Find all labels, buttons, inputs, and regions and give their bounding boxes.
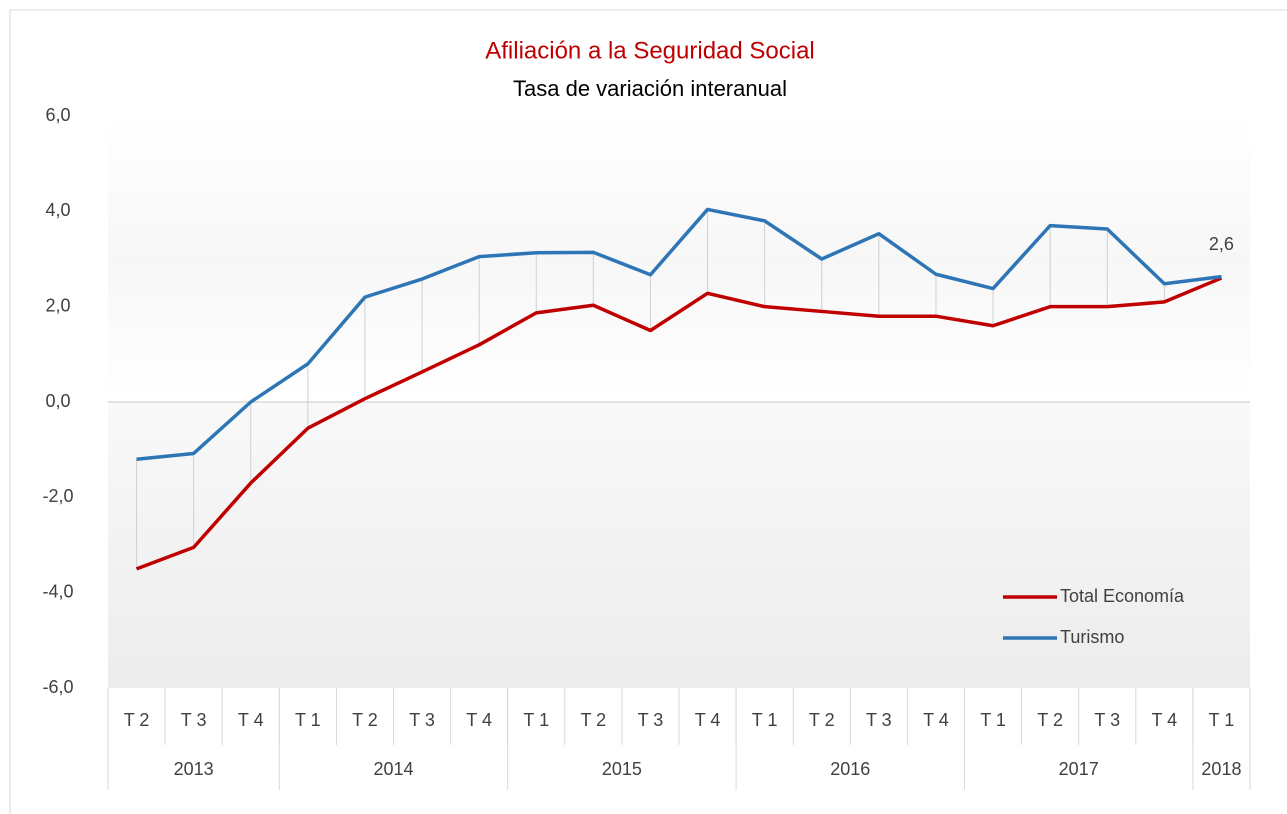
x-group-label: 2018 xyxy=(1201,759,1241,779)
y-tick-label: -4,0 xyxy=(42,581,73,601)
plot-bg-upper xyxy=(108,116,1250,402)
y-tick-label: -2,0 xyxy=(42,486,73,506)
x-group-label: 2016 xyxy=(830,759,870,779)
x-tick-label: T 1 xyxy=(980,710,1006,730)
plot-bg-lower xyxy=(108,402,1250,688)
data-label: 2,6 xyxy=(1209,234,1234,254)
x-tick-label: T 2 xyxy=(352,710,378,730)
x-group-label: 2013 xyxy=(174,759,214,779)
x-tick-label: T 3 xyxy=(1094,710,1120,730)
x-tick-label: T 2 xyxy=(1037,710,1063,730)
x-tick-label: T 2 xyxy=(581,710,607,730)
x-tick-label: T 1 xyxy=(1209,710,1235,730)
x-tick-label: T 3 xyxy=(866,710,892,730)
x-group-label: 2015 xyxy=(602,759,642,779)
frame xyxy=(9,9,1287,814)
y-tick-label: 2,0 xyxy=(45,295,70,315)
x-tick-label: T 4 xyxy=(695,710,721,730)
x-group-label: 2017 xyxy=(1059,759,1099,779)
x-group-label: 2014 xyxy=(373,759,413,779)
x-tick-label: T 3 xyxy=(181,710,207,730)
y-tick-label: 4,0 xyxy=(45,200,70,220)
x-tick-label: T 1 xyxy=(523,710,549,730)
chart-subtitle: Tasa de variación interanual xyxy=(513,76,787,101)
x-tick-label: T 2 xyxy=(124,710,150,730)
x-tick-label: T 1 xyxy=(295,710,321,730)
y-tick-label: 6,0 xyxy=(45,105,70,125)
y-tick-label: -6,0 xyxy=(42,677,73,697)
legend-label: Total Economía xyxy=(1060,586,1185,606)
x-tick-label: T 4 xyxy=(466,710,492,730)
x-tick-label: T 3 xyxy=(409,710,435,730)
x-tick-label: T 4 xyxy=(238,710,264,730)
x-tick-label: T 3 xyxy=(638,710,664,730)
series-line xyxy=(136,207,1222,461)
chart-title: Afiliación a la Seguridad Social xyxy=(485,37,815,64)
series-line xyxy=(135,276,1223,571)
legend-label: Turismo xyxy=(1060,627,1124,647)
x-tick-label: T 4 xyxy=(923,710,949,730)
x-tick-label: T 2 xyxy=(809,710,835,730)
x-tick-label: T 1 xyxy=(752,710,778,730)
x-tick-label: T 4 xyxy=(1152,710,1178,730)
y-tick-label: 0,0 xyxy=(45,391,70,411)
